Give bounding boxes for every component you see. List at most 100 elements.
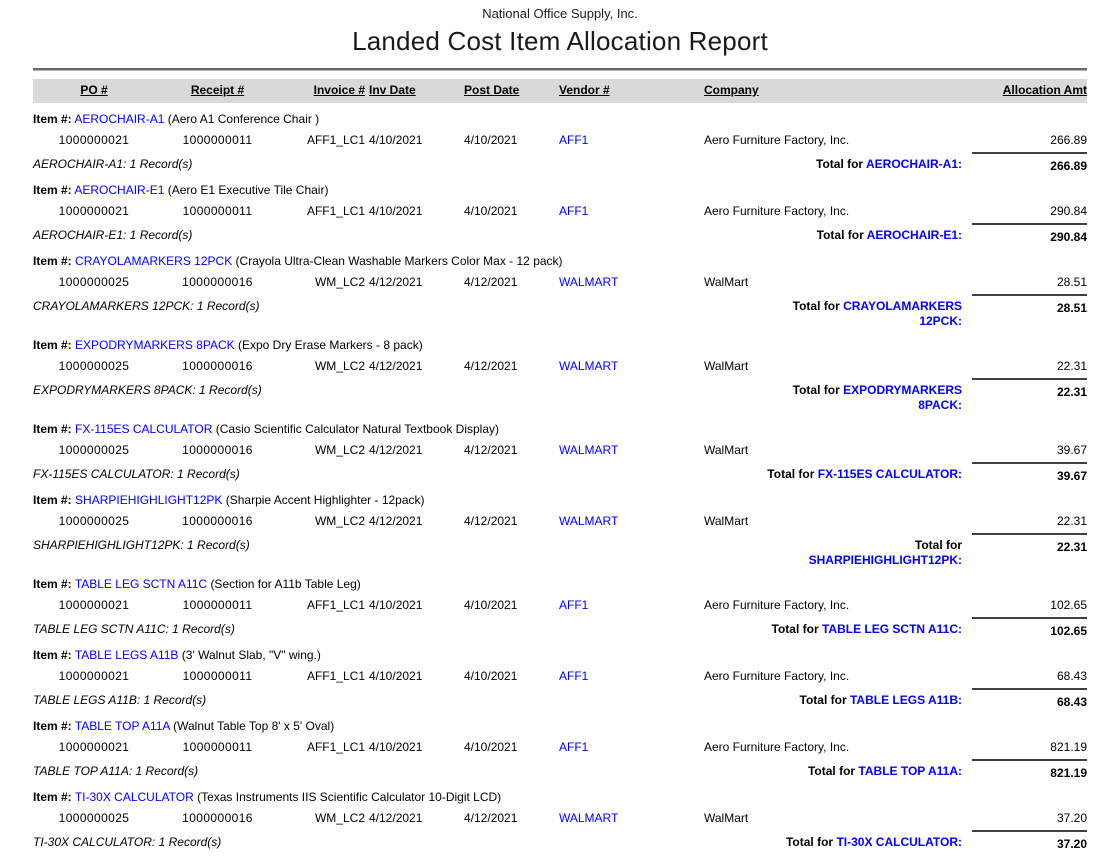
invoice-number-cell: WM_LC2: [314, 811, 365, 825]
company-name-cell: Aero Furniture Factory, Inc.: [704, 204, 850, 218]
po-number-cell: 1000000021: [58, 740, 130, 754]
allocation-amount-cell: 68.43: [1056, 669, 1087, 683]
total-item-code-link[interactable]: TI-30X CALCULATOR:: [836, 835, 962, 849]
total-prefix-text: Total for: [816, 228, 864, 242]
allocation-amount-cell: 821.19: [1050, 740, 1087, 754]
item-code-link[interactable]: CRAYOLAMARKERS 12PCK: [75, 254, 233, 268]
total-item-code-link[interactable]: TABLE LEG SCTN A11C:: [821, 622, 962, 636]
column-header-allocation-amt: Allocation Amt: [1002, 83, 1087, 97]
page-title: Landed Cost Item Allocation Report: [352, 26, 768, 56]
record-count-line: EXPODRYMARKERS 8PACK: 1 Record(s): [33, 383, 262, 397]
total-for-label: Total for EXPODRYMARKERS 8PACK:: [750, 378, 972, 413]
allocation-row: 1000000021 1000000011 AFF1_LC1 4/10/2021…: [33, 740, 1087, 755]
receipt-number-cell: 1000000016: [182, 443, 253, 457]
item-code-link[interactable]: AEROCHAIR-A1: [74, 112, 165, 126]
invoice-number-cell: AFF1_LC1: [306, 669, 365, 683]
vendor-code-link[interactable]: WALMART: [559, 359, 619, 373]
vendor-code-link[interactable]: AFF1: [559, 204, 589, 218]
inv-date-cell: 4/12/2021: [369, 811, 423, 825]
receipt-number-cell: 1000000011: [182, 204, 253, 218]
invoice-number-cell: AFF1_LC1: [306, 204, 365, 218]
allocation-amount-cell: 22.31: [1056, 359, 1087, 373]
item-code-link[interactable]: EXPODRYMARKERS 8PACK: [75, 338, 235, 352]
post-date-cell: 4/12/2021: [464, 275, 518, 289]
total-amount-value: 821.19: [972, 759, 1087, 781]
item-group: Item #: FX-115ES CALCULATOR (Casio Scien…: [33, 422, 1087, 484]
item-description: (3' Walnut Slab, "V" wing.): [181, 648, 321, 662]
item-code-link[interactable]: TABLE LEGS A11B: [74, 648, 179, 662]
vendor-code-link[interactable]: AFF1: [559, 669, 589, 683]
company-name-cell: WalMart: [704, 359, 749, 373]
total-for-label: Total for CRAYOLAMARKERS 12PCK:: [750, 294, 972, 329]
group-footer-row: CRAYOLAMARKERS 12PCK: 1 Record(s) Total …: [33, 294, 1087, 329]
vendor-code-link[interactable]: AFF1: [559, 133, 589, 147]
total-prefix-text: Total for: [914, 538, 962, 552]
item-code-link[interactable]: TABLE TOP A11A: [74, 719, 170, 733]
allocation-row: 1000000025 1000000016 WM_LC2 4/12/2021 4…: [33, 275, 1087, 290]
total-prefix-text: Total for: [792, 299, 840, 313]
item-description: (Sharpie Accent Highlighter - 12pack): [225, 493, 425, 507]
allocation-amount-cell: 28.51: [1056, 275, 1087, 289]
record-count-line: AEROCHAIR-E1: 1 Record(s): [33, 228, 193, 242]
vendor-code-link[interactable]: WALMART: [559, 275, 619, 289]
total-amount-value: 22.31: [972, 378, 1087, 400]
total-amount-value: 68.43: [972, 688, 1087, 710]
total-prefix-text: Total for: [816, 157, 864, 171]
column-header-invoice: Invoice #: [313, 83, 365, 97]
item-code-link[interactable]: SHARPIEHIGHLIGHT12PK: [75, 493, 223, 507]
total-item-code-line2[interactable]: 12PCK:: [919, 314, 962, 328]
item-code-link[interactable]: TABLE LEG SCTN A11C: [74, 577, 208, 591]
allocation-row: 1000000025 1000000016 WM_LC2 4/12/2021 4…: [33, 359, 1087, 374]
po-number-cell: 1000000021: [58, 133, 130, 147]
post-date-cell: 4/12/2021: [464, 359, 518, 373]
total-item-code-link[interactable]: CRAYOLAMARKERS: [843, 299, 962, 313]
allocation-amount-cell: 102.65: [1050, 598, 1087, 612]
allocation-amount-cell: 37.20: [1056, 811, 1087, 825]
total-item-code-line2[interactable]: SHARPIEHIGHLIGHT12PK:: [808, 553, 962, 567]
company-name-cell: Aero Furniture Factory, Inc.: [704, 669, 850, 683]
total-item-code-link[interactable]: EXPODRYMARKERS: [843, 383, 962, 397]
post-date-cell: 4/12/2021: [464, 514, 518, 528]
allocation-amount-cell: 290.84: [1050, 204, 1087, 218]
vendor-code-link[interactable]: AFF1: [559, 740, 589, 754]
vendor-code-link[interactable]: WALMART: [559, 514, 619, 528]
total-for-label: Total for TABLE LEGS A11B:: [750, 688, 972, 708]
column-header-receipt: Receipt #: [190, 83, 245, 97]
total-prefix-text: Total for: [767, 467, 815, 481]
inv-date-cell: 4/12/2021: [369, 514, 423, 528]
total-item-code-link[interactable]: AEROCHAIR-A1:: [866, 157, 962, 171]
record-count-line: TABLE LEG SCTN A11C: 1 Record(s): [33, 622, 235, 636]
receipt-number-cell: 1000000011: [182, 740, 253, 754]
total-for-label: Total for SHARPIEHIGHLIGHT12PK:: [750, 533, 972, 568]
item-number-label: Item #:: [33, 254, 72, 268]
total-item-code-line2[interactable]: 8PACK:: [918, 398, 962, 412]
report-body: Item #: AEROCHAIR-A1 (Aero A1 Conference…: [33, 112, 1087, 852]
total-item-code-link[interactable]: FX-115ES CALCULATOR:: [817, 467, 962, 481]
item-code-link[interactable]: FX-115ES CALCULATOR: [75, 422, 213, 436]
item-description: (Section for A11b Table Leg): [210, 577, 361, 591]
total-item-code-link[interactable]: TABLE TOP A11A:: [858, 764, 962, 778]
record-count-line: TI-30X CALCULATOR: 1 Record(s): [33, 835, 222, 849]
invoice-number-cell: AFF1_LC1: [306, 598, 365, 612]
allocation-row: 1000000025 1000000016 WM_LC2 4/12/2021 4…: [33, 443, 1087, 458]
group-footer-row: TI-30X CALCULATOR: 1 Record(s) Total for…: [33, 830, 1087, 852]
record-count-line: CRAYOLAMARKERS 12PCK: 1 Record(s): [33, 299, 260, 313]
item-description: (Texas Instruments IIS Scientific Calcul…: [197, 790, 502, 804]
vendor-code-link[interactable]: WALMART: [559, 443, 619, 457]
item-group: Item #: SHARPIEHIGHLIGHT12PK (Sharpie Ac…: [33, 493, 1087, 568]
item-header-line: Item #: CRAYOLAMARKERS 12PCK (Crayola Ul…: [33, 254, 1087, 269]
po-number-cell: 1000000025: [58, 514, 130, 528]
total-item-code-link[interactable]: AEROCHAIR-E1:: [866, 228, 962, 242]
inv-date-cell: 4/10/2021: [369, 598, 423, 612]
total-amount-value: 22.31: [972, 533, 1087, 555]
item-header-line: Item #: FX-115ES CALCULATOR (Casio Scien…: [33, 422, 1087, 437]
vendor-code-link[interactable]: AFF1: [559, 598, 589, 612]
item-code-link[interactable]: TI-30X CALCULATOR: [74, 790, 194, 804]
inv-date-cell: 4/12/2021: [369, 275, 423, 289]
item-code-link[interactable]: AEROCHAIR-E1: [74, 183, 165, 197]
item-description: (Aero A1 Conference Chair ): [167, 112, 320, 126]
total-item-code-link[interactable]: TABLE LEGS A11B:: [849, 693, 962, 707]
vendor-code-link[interactable]: WALMART: [559, 811, 619, 825]
item-group: Item #: EXPODRYMARKERS 8PACK (Expo Dry E…: [33, 338, 1087, 413]
